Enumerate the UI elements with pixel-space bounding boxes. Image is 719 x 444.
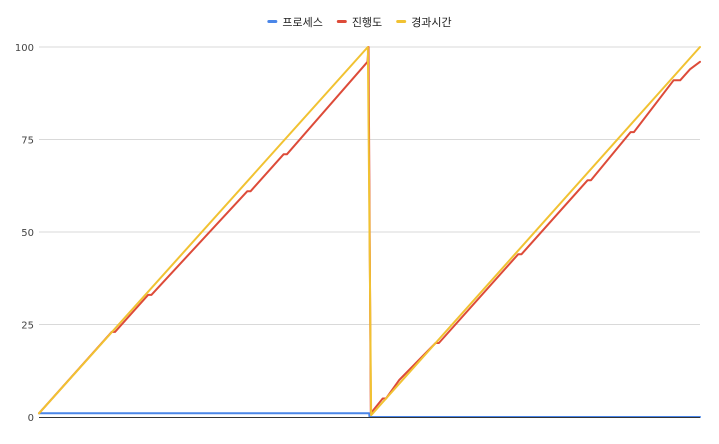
legend-item-2[interactable]: 진행도 [336,16,382,29]
y-tick-label: 75 [21,136,34,147]
y-tick-label: 25 [21,321,34,332]
legend-label: 경과시간 [411,16,451,29]
y-tick-label: 100 [15,43,34,54]
series-line-3 [38,46,701,417]
legend-swatch [267,20,278,23]
legend-swatch [396,20,407,23]
legend-item-1[interactable]: 프로세스 [267,16,323,29]
legend-item-3[interactable]: 경과시간 [396,16,452,29]
y-tick-label: 50 [21,228,34,239]
chart-legend[interactable]: 프로세스 진행도 경과시간 [267,16,452,29]
series-line-1 [38,412,701,418]
legend-label: 진행도 [352,16,382,29]
y-axis-tick-labels: 0 25 50 75 100 [15,43,34,424]
legend-label: 프로세스 [282,16,322,29]
legend-swatch [336,20,347,23]
y-tick-label: 0 [28,413,34,424]
